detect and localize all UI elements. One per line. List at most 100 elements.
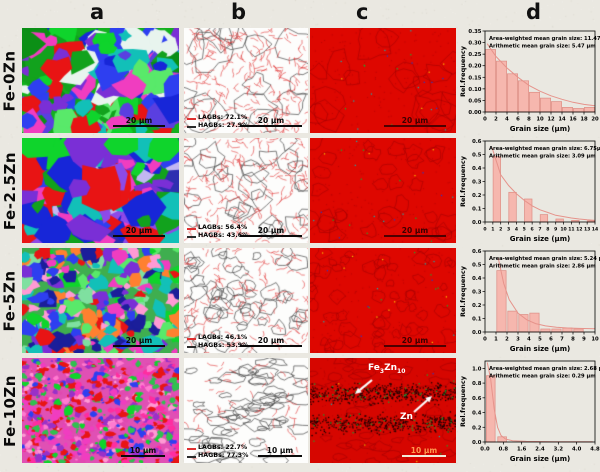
svg-text:2.4: 2.4 xyxy=(535,447,545,453)
svg-text:11: 11 xyxy=(568,227,574,233)
svg-text:0: 0 xyxy=(483,117,487,123)
ebsd-map-canvas xyxy=(22,248,179,353)
row-label-fe-0zn: Fe-0Zn xyxy=(1,49,19,112)
svg-text:0.2: 0.2 xyxy=(472,303,482,309)
lagb-line-icon xyxy=(187,447,196,450)
svg-text:7: 7 xyxy=(538,227,541,233)
svg-text:0.2: 0.2 xyxy=(472,193,482,199)
svg-text:1: 1 xyxy=(494,337,498,343)
boundary-legend: LAGBs: 46.1% HAGBs: 53.9% xyxy=(187,334,248,350)
svg-text:5: 5 xyxy=(523,227,526,233)
svg-text:0.8: 0.8 xyxy=(499,447,509,453)
svg-text:10: 10 xyxy=(536,117,544,123)
svg-text:Rel.frequency: Rel.frequency xyxy=(459,375,467,427)
svg-text:4: 4 xyxy=(505,117,509,123)
scale-bar: 20 μm xyxy=(240,226,302,237)
svg-text:2: 2 xyxy=(499,227,502,233)
svg-text:Area-weighted mean grain size:: Area-weighted mean grain size: 11.47 μm xyxy=(489,36,600,42)
svg-text:0.6: 0.6 xyxy=(472,139,482,145)
svg-text:Grain size (μm): Grain size (μm) xyxy=(510,235,570,243)
boundary-map-fe-5zn: LAGBs: 46.1% HAGBs: 53.9% 20 μm xyxy=(184,248,308,353)
hagb-line-icon xyxy=(187,235,196,238)
svg-text:0.6: 0.6 xyxy=(472,396,482,402)
svg-text:0.35: 0.35 xyxy=(468,29,481,35)
ebsd-map-canvas xyxy=(22,138,179,243)
svg-text:0.4: 0.4 xyxy=(472,166,482,172)
scale-bar: 20 μm xyxy=(240,116,302,127)
lagb-line-icon xyxy=(187,337,196,340)
svg-text:Arithmetic mean grain size: 0.: Arithmetic mean grain size: 0.29 μm xyxy=(489,374,596,380)
svg-text:8: 8 xyxy=(546,227,549,233)
scale-bar: 20 μm xyxy=(113,226,165,237)
svg-text:18: 18 xyxy=(580,117,588,123)
svg-text:0.2: 0.2 xyxy=(472,425,482,431)
svg-text:0.6: 0.6 xyxy=(472,249,482,255)
ebsd-orientation-map-fe-10zn: 10 μm xyxy=(22,358,179,463)
svg-text:0.0: 0.0 xyxy=(472,440,482,446)
svg-text:0.0: 0.0 xyxy=(472,220,482,226)
row-label-fe-2-5zn: Fe-2.5Zn xyxy=(1,151,20,230)
scale-bar: 20 μm xyxy=(113,116,165,127)
svg-text:0.0: 0.0 xyxy=(480,447,490,453)
svg-text:Grain size (μm): Grain size (μm) xyxy=(510,345,570,353)
svg-text:6: 6 xyxy=(531,227,534,233)
svg-text:Rel.frequency: Rel.frequency xyxy=(459,265,467,317)
boundary-map-canvas xyxy=(184,28,308,133)
grain-size-histogram-fe-5zn: 0 1 2 3 4 5 6 7 8 9 10 0.0 0.1 0.2 0.3 0.4 0.5 0.6 Grain s… xyxy=(458,248,600,353)
svg-text:0: 0 xyxy=(483,337,487,343)
phase-map-fe-10zn: Fe3Zn10 Zn 10 μm xyxy=(310,358,456,463)
svg-text:8: 8 xyxy=(527,117,531,123)
svg-text:0.4: 0.4 xyxy=(472,411,482,417)
svg-text:0.5: 0.5 xyxy=(472,153,482,159)
svg-text:3.2: 3.2 xyxy=(554,447,564,453)
svg-text:0.1: 0.1 xyxy=(472,317,482,323)
svg-text:4.8: 4.8 xyxy=(590,447,600,453)
boundary-legend: LAGBs: 72.1% HAGBs: 27.9% xyxy=(187,114,248,130)
lagb-line-icon xyxy=(187,117,196,120)
phase-map-canvas xyxy=(310,138,456,243)
phase-label-zn: Zn xyxy=(400,412,413,422)
ebsd-orientation-map-fe-5zn: 20 μm xyxy=(22,248,179,353)
boundary-map-fe-10zn: LAGBs: 22.7% HAGBs: 77.3% 10 μm xyxy=(184,358,308,463)
boundary-legend: LAGBs: 56.4% HAGBs: 43.6% xyxy=(187,224,248,240)
boundary-map-canvas xyxy=(184,358,308,463)
svg-text:0.3: 0.3 xyxy=(472,290,482,296)
svg-text:0.25: 0.25 xyxy=(468,52,481,58)
svg-text:12: 12 xyxy=(576,227,582,233)
svg-text:0.20: 0.20 xyxy=(468,64,481,70)
svg-text:0.3: 0.3 xyxy=(472,180,482,186)
phase-map-canvas xyxy=(310,358,456,463)
svg-text:4: 4 xyxy=(527,337,531,343)
svg-text:Area-weighted mean grain size:: Area-weighted mean grain size: 2.68 μm xyxy=(489,366,600,372)
svg-text:1.6: 1.6 xyxy=(517,447,527,453)
svg-text:0: 0 xyxy=(483,227,486,233)
svg-text:0.1: 0.1 xyxy=(472,207,482,213)
svg-text:3: 3 xyxy=(507,227,510,233)
column-header-d: d xyxy=(526,0,542,24)
histogram-svg: 0 2 4 6 8 10 12 14 16 18 20 0.00 0.05 0.10 0.15 0.20 0.2… xyxy=(459,29,600,133)
boundary-map-fe-0zn: LAGBs: 72.1% HAGBs: 27.9% 20 μm xyxy=(184,28,308,133)
svg-text:9: 9 xyxy=(554,227,557,233)
phase-map-fe-0zn: 20 μm xyxy=(310,28,456,133)
hagb-line-icon xyxy=(187,345,196,348)
svg-text:0.10: 0.10 xyxy=(468,87,481,93)
svg-text:Grain size (μm): Grain size (μm) xyxy=(510,125,570,133)
histogram-svg: 0.0 0.8 1.6 2.4 3.2 4.0 4.8 0.0 0.2 0.4 0.6 0.8 1.0 G… xyxy=(459,360,600,463)
svg-text:0.5: 0.5 xyxy=(472,263,482,269)
svg-text:Arithmetic mean grain size: 3.: Arithmetic mean grain size: 3.09 μm xyxy=(489,154,596,160)
svg-text:8: 8 xyxy=(571,337,575,343)
svg-text:10: 10 xyxy=(560,227,566,233)
ebsd-orientation-map-fe-2-5zn: 20 μm xyxy=(22,138,179,243)
column-header-c: c xyxy=(356,0,369,24)
phase-map-fe-2-5zn: 20 μm xyxy=(310,138,456,243)
svg-text:4.0: 4.0 xyxy=(572,447,582,453)
svg-text:14: 14 xyxy=(558,117,566,123)
ebsd-map-canvas xyxy=(22,358,179,463)
lagb-line-icon xyxy=(187,227,196,230)
scale-bar: 20 μm xyxy=(384,226,446,237)
svg-text:2: 2 xyxy=(505,337,509,343)
svg-text:4: 4 xyxy=(515,227,518,233)
grain-size-histogram-fe-10zn: 0.0 0.8 1.6 2.4 3.2 4.0 4.8 0.0 0.2 0.4 0.6 0.8 1.0 G… xyxy=(458,358,600,463)
svg-text:Arithmetic mean grain size: 2.: Arithmetic mean grain size: 2.86 μm xyxy=(489,264,596,270)
svg-text:0.30: 0.30 xyxy=(468,41,481,47)
